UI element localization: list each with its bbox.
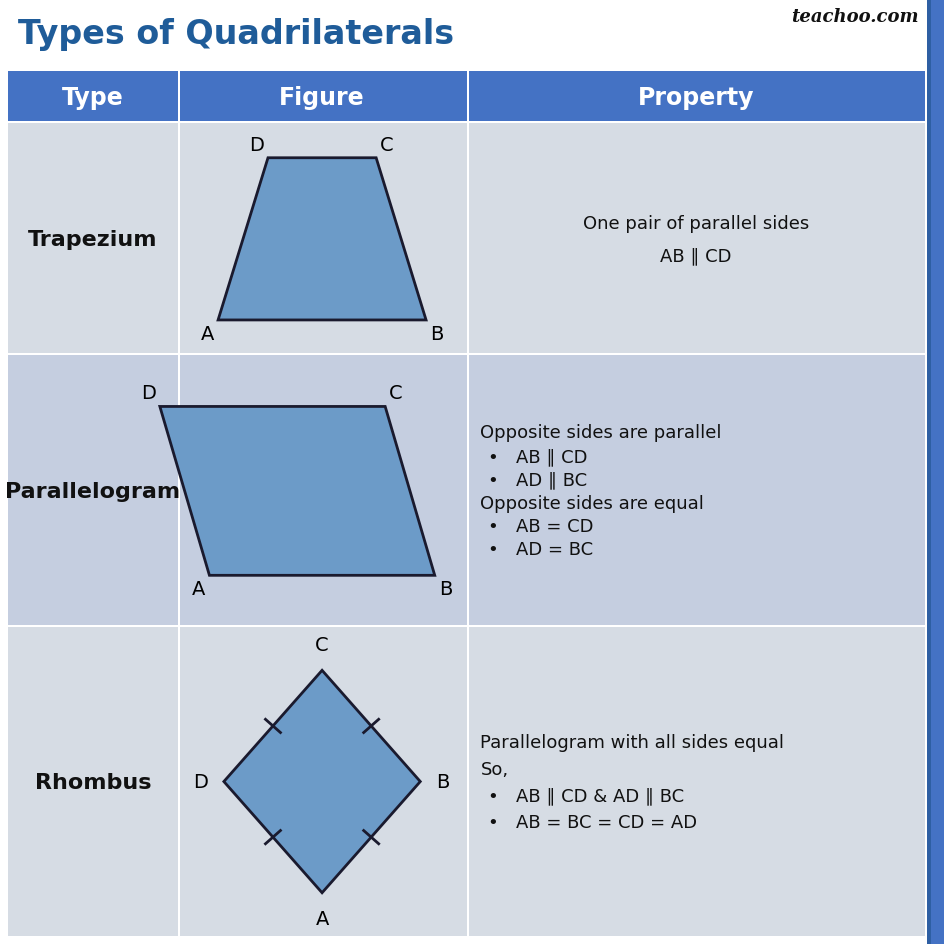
Text: A: A <box>315 909 329 928</box>
Text: •   AB ∥ CD: • AB ∥ CD <box>488 447 587 465</box>
Polygon shape <box>160 407 434 576</box>
Bar <box>466 72 468 124</box>
Bar <box>466 124 924 355</box>
Bar <box>177 628 466 936</box>
Bar <box>466 72 924 124</box>
Text: B: B <box>438 580 451 598</box>
Text: One pair of parallel sides
AB ∥ CD: One pair of parallel sides AB ∥ CD <box>582 214 808 264</box>
Bar <box>8 628 177 936</box>
Bar <box>926 0 944 944</box>
Bar <box>466 628 924 936</box>
Text: D: D <box>141 384 156 403</box>
Text: Parallelogram with all sides equal: Parallelogram with all sides equal <box>480 733 784 751</box>
Text: Rhombus: Rhombus <box>35 771 151 792</box>
Text: Property: Property <box>637 86 753 110</box>
Text: Figure: Figure <box>279 86 364 110</box>
Bar <box>177 72 179 124</box>
Text: Type: Type <box>62 86 124 110</box>
Bar <box>466 628 468 936</box>
Bar <box>177 355 466 628</box>
Text: Types of Quadrilaterals: Types of Quadrilaterals <box>18 18 454 51</box>
Bar <box>466 355 468 628</box>
Text: •   AD ∥ BC: • AD ∥ BC <box>488 471 587 489</box>
Text: D: D <box>193 772 208 791</box>
Bar <box>8 353 924 355</box>
Bar <box>8 355 177 628</box>
Text: D: D <box>249 136 263 155</box>
Bar <box>177 355 179 628</box>
Bar <box>466 355 924 628</box>
Bar <box>177 628 179 936</box>
Bar <box>8 122 924 124</box>
Bar <box>8 72 177 124</box>
Polygon shape <box>218 159 426 321</box>
Text: teachoo.com: teachoo.com <box>791 8 918 26</box>
Polygon shape <box>224 670 420 893</box>
Text: B: B <box>436 772 449 791</box>
Text: A: A <box>192 580 205 598</box>
Bar <box>8 124 177 355</box>
Bar <box>177 124 466 355</box>
Text: Parallelogram: Parallelogram <box>6 481 180 501</box>
Bar <box>177 72 466 124</box>
Text: A: A <box>200 325 214 344</box>
Text: Trapezium: Trapezium <box>28 229 158 249</box>
Text: B: B <box>430 325 443 344</box>
Text: Opposite sides are parallel: Opposite sides are parallel <box>480 424 721 442</box>
Text: C: C <box>315 635 329 654</box>
Bar <box>177 124 179 355</box>
Text: Opposite sides are equal: Opposite sides are equal <box>480 494 703 512</box>
Text: •   AB ∥ CD & AD ∥ BC: • AB ∥ CD & AD ∥ BC <box>488 786 683 804</box>
Bar <box>926 0 930 944</box>
Bar <box>8 625 924 628</box>
Text: C: C <box>379 136 394 155</box>
Text: •   AB = CD: • AB = CD <box>488 517 594 535</box>
Text: C: C <box>389 384 402 403</box>
Bar <box>466 124 468 355</box>
Text: So,: So, <box>480 760 508 778</box>
Text: •   AD = BC: • AD = BC <box>488 541 593 559</box>
Text: •   AB = BC = CD = AD: • AB = BC = CD = AD <box>488 814 697 832</box>
